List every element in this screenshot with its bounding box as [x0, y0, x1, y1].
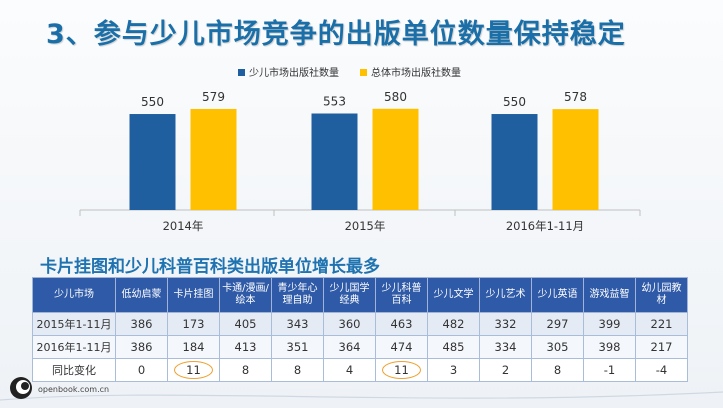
- bar: [552, 109, 599, 210]
- table-cell: 405: [219, 312, 272, 336]
- table-row-label: 2015年1-11月: [32, 312, 116, 336]
- table-cell: 485: [427, 335, 480, 359]
- table-cell: 351: [271, 335, 324, 359]
- data-label: 550: [141, 95, 164, 109]
- x-tick-label: 2015年: [345, 219, 386, 233]
- bar-chart: 550 579 2014年 553 580 2015年 550 578 2016年1-11月 少儿…: [79, 66, 641, 233]
- table-header-cell: 游戏益智: [583, 277, 636, 313]
- table-cell: 332: [479, 312, 532, 336]
- data-label: 550: [503, 95, 526, 109]
- table-header-cell: 青少年心理自助: [271, 277, 324, 313]
- table-row: 2015年1-11月 386 173 405 343 360 463 482 3…: [32, 312, 688, 336]
- table-cell-value: 11: [394, 363, 409, 377]
- table-cell: 8: [531, 358, 584, 382]
- table-header-cell: 少儿国学经典: [323, 277, 376, 313]
- table-cell: 221: [635, 312, 688, 336]
- table-cell: 0: [115, 358, 168, 382]
- table-cell-value: 11: [186, 363, 201, 377]
- data-label: 580: [384, 90, 407, 104]
- table-cell: 173: [167, 312, 220, 336]
- table-cell: 364: [323, 335, 376, 359]
- data-label: 553: [323, 95, 346, 109]
- table-row: 2016年1-11月 386 184 413 351 364 474 485 3…: [32, 335, 688, 359]
- table-subtitle: 卡片挂图和少儿科普百科类出版单位增长最多: [40, 257, 380, 277]
- footer-site: openbook.com.cn: [38, 385, 110, 394]
- table-cell: 2: [479, 358, 532, 382]
- table-cell: 360: [323, 312, 376, 336]
- table-cell-highlighted: 11: [167, 358, 220, 382]
- table-row: 同比变化 0 11 8 8 4 11 3 2 8 -1 -4: [32, 358, 688, 382]
- table-cell: 399: [583, 312, 636, 336]
- legend-label: 总体市场出版社数量: [371, 66, 461, 79]
- x-tick-label: 2014年: [163, 219, 204, 233]
- bar: [491, 114, 538, 210]
- table-cell: -1: [583, 358, 636, 382]
- legend-label: 少儿市场出版社数量: [249, 66, 339, 79]
- table-cell: 398: [583, 335, 636, 359]
- table-cell: 386: [115, 335, 168, 359]
- table-cell: 3: [427, 358, 480, 382]
- table-cell: 4: [323, 358, 376, 382]
- table-cell: 297: [531, 312, 584, 336]
- table-header-cell: 少儿市场: [32, 277, 116, 313]
- table-row-label: 2016年1-11月: [32, 335, 116, 359]
- bar: [190, 108, 237, 210]
- table-cell: 413: [219, 335, 272, 359]
- table-row-label: 同比变化: [32, 358, 116, 382]
- table-cell: 482: [427, 312, 480, 336]
- table-header-cell: 低幼启蒙: [115, 277, 168, 313]
- bar: [372, 108, 419, 210]
- table-header-row: 少儿市场 低幼启蒙 卡片挂图 卡通/漫画/绘本 青少年心理自助 少儿国学经典 少…: [32, 277, 688, 313]
- table-cell: 386: [115, 312, 168, 336]
- openbook-logo-icon: [10, 377, 32, 399]
- bar: [129, 114, 176, 210]
- table-cell: 343: [271, 312, 324, 336]
- table-header-cell: 少儿艺术: [479, 277, 532, 313]
- page-title: 3、参与少儿市场竞争的出版单位数量保持稳定: [46, 19, 626, 50]
- table-cell: 184: [167, 335, 220, 359]
- table-cell: 8: [271, 358, 324, 382]
- table-cell: 305: [531, 335, 584, 359]
- table-header-cell: 少儿科普百科: [375, 277, 428, 313]
- x-tick-label: 2016年1-11月: [506, 219, 584, 233]
- table-cell: 474: [375, 335, 428, 359]
- table-cell: -4: [635, 358, 688, 382]
- legend-swatch: [238, 69, 245, 76]
- bar: [311, 113, 358, 210]
- table-cell: 217: [635, 335, 688, 359]
- table-cell: 463: [375, 312, 428, 336]
- footer-wave: [0, 391, 723, 401]
- table-cell: 334: [479, 335, 532, 359]
- table-header-cell: 少儿英语: [531, 277, 584, 313]
- table-header-cell: 卡通/漫画/绘本: [219, 277, 272, 313]
- legend-swatch: [360, 69, 367, 76]
- data-label: 578: [564, 90, 587, 104]
- table-header-cell: 少儿文学: [427, 277, 480, 313]
- table-header-cell: 幼儿园教材: [635, 277, 688, 313]
- table-cell-highlighted: 11: [375, 358, 428, 382]
- publisher-count-table: 少儿市场 低幼启蒙 卡片挂图 卡通/漫画/绘本 青少年心理自助 少儿国学经典 少…: [32, 277, 688, 382]
- table-header-cell: 卡片挂图: [167, 277, 220, 313]
- data-label: 579: [202, 90, 225, 104]
